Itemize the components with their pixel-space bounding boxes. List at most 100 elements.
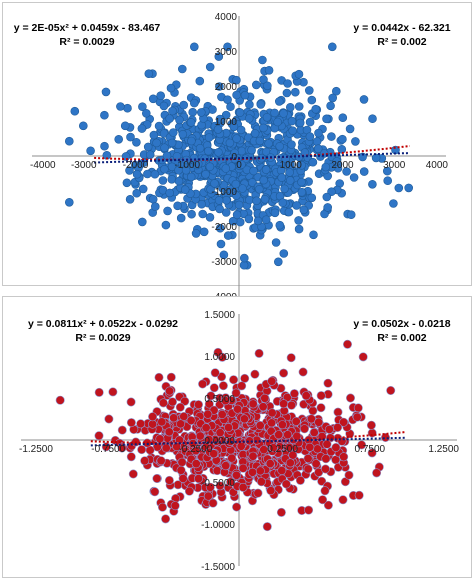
top-y-tick-label: 1000 [215,117,238,128]
bottom-data-point [157,417,167,427]
top-data-point [287,116,297,126]
bottom-x-tick-label: 1.2500 [428,444,459,455]
bottom-data-point [176,419,186,429]
top-data-point [271,238,281,247]
bottom-data-point [180,396,190,406]
top-data-point [294,102,304,111]
top-trendline-linear [94,152,410,164]
top-data-point [327,132,336,141]
top-data-point [371,153,381,163]
bottom-data-point [161,443,171,453]
top-data-point [159,101,169,111]
bottom-y-tick-label: 0.5000 [204,394,235,405]
top-data-point [287,140,296,149]
bottom-data-point [154,372,164,382]
top-data-point [204,146,213,156]
top-data-point [313,144,323,153]
top-data-point [297,177,306,187]
bottom-data-point [367,448,377,458]
top-data-point [219,250,229,260]
top-data-point [279,249,289,258]
top-x-tick-label: 1000 [280,160,303,171]
top-data-point [383,176,393,185]
top-x-tick-label: 2000 [331,160,354,171]
top-data-point [205,62,215,72]
top-r-squared-right: R² = 0.002 [377,36,426,48]
top-data-point [156,91,165,100]
top-data-point [312,137,322,146]
bottom-data-point [308,406,318,416]
bottom-data-point [218,381,228,391]
bottom-data-point [304,505,314,515]
bottom-data-point [212,466,222,476]
top-data-point [161,220,171,230]
bottom-data-point [201,423,211,433]
top-data-point [239,260,249,270]
bottom-data-point [229,375,239,385]
bottom-data-point [311,459,321,469]
top-data-point [180,185,190,194]
top-data-point [358,152,367,162]
bottom-data-point [316,403,326,413]
bottom-data-point [323,378,333,388]
bottom-data-point [152,474,162,484]
top-data-point [174,176,184,186]
top-x-tick-label: 3000 [383,160,406,171]
bottom-data-point [303,464,313,474]
top-data-point [282,88,292,98]
bottom-data-point [318,495,328,505]
bottom-data-point [224,423,234,433]
scatter-plot-top: -4000 -3000 -2000 -1000 0 1000 2000 3000 4000 400… [14,12,451,303]
bottom-data-point [301,391,311,401]
top-data-point [132,169,142,179]
top-data-point [349,173,359,182]
top-data-point [195,76,205,86]
bottom-data-point [209,383,219,393]
bottom-data-point [283,430,293,440]
top-data-point [249,166,258,176]
bottom-data-point [232,470,242,480]
bottom-data-point [292,431,302,441]
top-data-point [309,230,318,240]
bottom-trendline-linear [90,436,405,447]
bottom-data-point [158,502,168,512]
top-data-point [216,239,226,249]
top-data-point [278,198,288,207]
top-data-point [252,80,261,90]
top-data-point [237,146,247,156]
top-y-tick-label: 2000 [215,82,238,93]
bottom-y-tick-label: 0.0000 [204,436,235,447]
top-data-point [70,106,80,116]
top-y-tick-label: 4000 [215,12,238,23]
bottom-data-point [344,470,354,480]
bottom-x-tick-label: -1.2500 [19,444,53,455]
top-data-point [229,122,239,132]
top-data-point [191,229,201,238]
top-data-point [159,129,169,138]
top-data-point [145,150,155,159]
bottom-data-point [309,428,319,438]
top-data-point [337,145,347,154]
bottom-data-point [221,396,231,406]
top-data-point [188,107,197,117]
bottom-data-point [323,500,333,510]
top-data-point [328,93,338,103]
top-data-point [181,165,191,175]
bottom-data-point [286,353,296,363]
top-data-point [277,173,287,182]
bottom-r-squared-left: R² = 0.0029 [75,332,130,344]
top-data-point [228,216,238,226]
top-data-point [294,216,303,225]
top-data-point [178,130,188,139]
top-data-point [259,75,268,84]
bottom-data-point [161,514,171,524]
bottom-data-point [266,486,276,496]
top-data-point [244,214,254,224]
bottom-data-point [333,423,343,433]
bottom-data-point [155,434,165,444]
bottom-data-point [117,443,127,453]
bottom-data-point [117,425,127,435]
top-data-point [120,121,130,131]
top-data-point [305,132,315,141]
top-data-point [279,109,288,118]
